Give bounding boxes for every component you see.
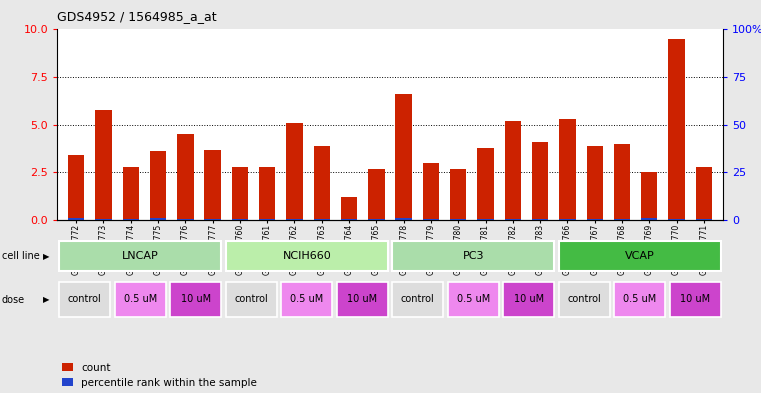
Text: LNCAP: LNCAP [122,251,159,261]
Text: NCIH660: NCIH660 [282,251,331,261]
Bar [477,148,494,220]
Bar [68,218,84,220]
Text: GDS4952 / 1564985_a_at: GDS4952 / 1564985_a_at [57,10,217,23]
Bar [232,167,248,220]
Bar [423,219,439,220]
Bar [532,142,548,220]
Bar [95,219,112,220]
Bar [503,282,554,317]
Bar [505,219,521,220]
Bar [282,282,333,317]
Bar [314,219,330,220]
Text: 0.5 uM: 0.5 uM [623,294,656,304]
Bar [368,169,384,220]
Bar [170,282,221,317]
Bar [670,282,721,317]
Bar [450,219,466,220]
Bar [95,110,112,220]
Bar [641,218,658,220]
Bar [614,219,630,220]
Text: cell line: cell line [2,252,40,261]
Bar [177,219,193,220]
Bar [177,134,193,220]
Bar [68,155,84,220]
Bar [150,151,166,220]
Bar [286,123,303,220]
Text: 0.5 uM: 0.5 uM [124,294,157,304]
Text: control: control [68,294,102,304]
Text: 10 uM: 10 uM [514,294,544,304]
Text: 10 uM: 10 uM [680,294,710,304]
Legend: count, percentile rank within the sample: count, percentile rank within the sample [62,363,257,388]
Bar [336,282,388,317]
Bar [559,241,721,272]
Bar [450,169,466,220]
Text: 0.5 uM: 0.5 uM [457,294,490,304]
Bar [115,282,166,317]
Text: control: control [234,294,268,304]
Text: 10 uM: 10 uM [347,294,377,304]
Text: control: control [568,294,601,304]
Bar [392,282,443,317]
Bar [226,282,277,317]
Bar [205,150,221,220]
Bar [477,219,494,220]
Bar [205,219,221,220]
Text: ▶: ▶ [43,295,50,304]
Text: dose: dose [2,295,24,305]
Bar [259,219,275,220]
Text: 10 uM: 10 uM [180,294,211,304]
Bar [314,146,330,220]
Bar [392,241,554,272]
Bar [150,218,166,220]
Text: ▶: ▶ [43,252,50,261]
Bar [368,219,384,220]
Bar [532,219,548,220]
Bar [286,219,303,220]
Bar [668,39,685,220]
Bar [614,282,665,317]
Text: VCAP: VCAP [625,251,654,261]
Bar [668,219,685,220]
Bar [559,282,610,317]
Bar [59,282,110,317]
Bar [447,282,498,317]
Text: control: control [401,294,435,304]
Bar [641,173,658,220]
Bar [123,219,139,220]
Bar [59,241,221,272]
Bar [696,219,712,220]
Bar [226,241,388,272]
Bar [614,144,630,220]
Bar [396,218,412,220]
Text: 0.5 uM: 0.5 uM [290,294,323,304]
Bar [232,219,248,220]
Bar [423,163,439,220]
Bar [505,121,521,220]
Bar [396,94,412,220]
Bar [559,219,575,220]
Bar [123,167,139,220]
Bar [341,197,357,220]
Bar [559,119,575,220]
Bar [696,167,712,220]
Text: PC3: PC3 [463,251,484,261]
Bar [259,167,275,220]
Bar [587,219,603,220]
Bar [341,219,357,220]
Bar [587,146,603,220]
